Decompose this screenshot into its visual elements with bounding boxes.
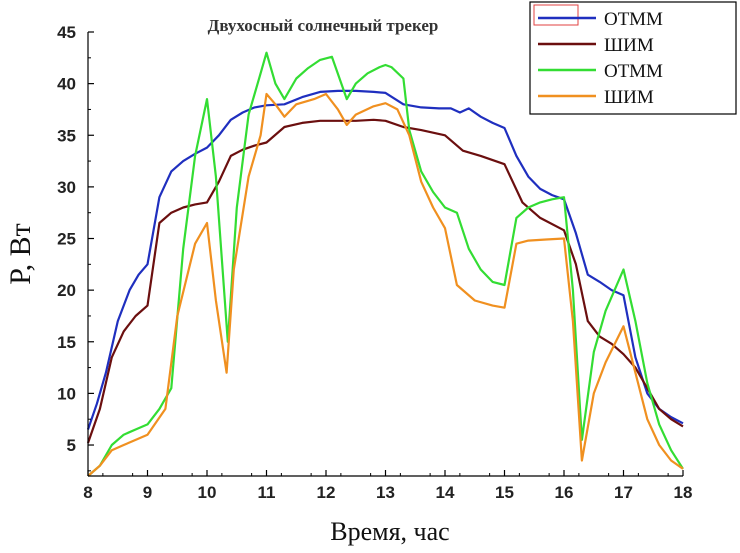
y-tick-label: 35	[57, 126, 76, 145]
x-axis-title: Время, час	[330, 517, 449, 546]
y-tick-label: 10	[57, 384, 76, 403]
legend-label: ОТММ	[604, 61, 663, 82]
x-tick-label: 12	[317, 483, 336, 502]
legend: ОТММ ШИМ ОТММ ШИМ	[529, 1, 737, 115]
y-tick-label: 25	[57, 230, 76, 249]
x-tick-label: 14	[436, 483, 455, 502]
x-tick-label: 16	[555, 483, 574, 502]
x-tick-label: 8	[83, 483, 92, 502]
axes-layer: 8 9 10 11 12 13 14 15 16 17 18 5 10 15 20 25 30 35 40 45	[57, 23, 692, 502]
x-tick-label: 10	[198, 483, 217, 502]
legend-selection-box	[533, 4, 579, 26]
y-tick-label: 15	[57, 333, 76, 352]
y-tick-label: 40	[57, 75, 76, 94]
y-tick-label: 5	[67, 436, 76, 455]
series-line-2	[86, 118, 684, 444]
y-tick-label: 20	[57, 281, 76, 300]
x-tick-label: 17	[614, 483, 633, 502]
y-axis-title: P, Вт	[4, 223, 37, 284]
x-tick-label: 9	[143, 483, 152, 502]
y-tick-label: 45	[57, 23, 76, 42]
chart-title: Двухосный солнечный трекер	[208, 16, 439, 35]
x-tick-label: 18	[674, 483, 693, 502]
y-tick-label: 30	[57, 178, 76, 197]
x-tick-label: 13	[376, 483, 395, 502]
x-tick-label: 15	[495, 483, 514, 502]
x-tick-label: 11	[258, 483, 276, 502]
series-line-1	[86, 89, 684, 430]
series-line-4	[87, 92, 684, 477]
legend-label: ОТММ	[604, 9, 663, 30]
legend-label: ШИМ	[604, 35, 654, 56]
legend-label: ШИМ	[604, 87, 654, 108]
series-line-3	[87, 51, 684, 477]
series-layer	[86, 51, 684, 477]
